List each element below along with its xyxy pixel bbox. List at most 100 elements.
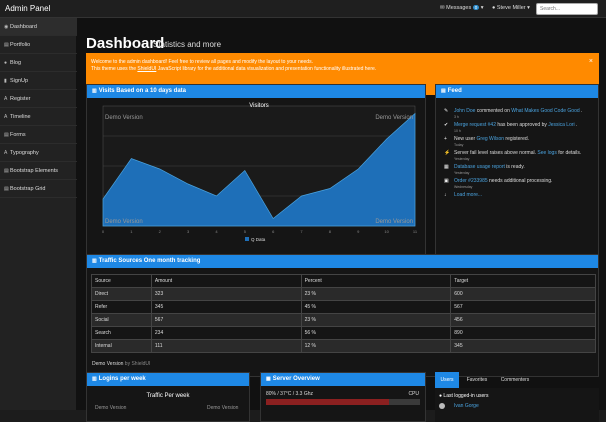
sidebar-item-forms[interactable]: ▤Forms: [0, 126, 77, 144]
feed-link[interactable]: See logs: [537, 150, 557, 156]
sidebar-item-portfolio[interactable]: ▤Portfolio: [0, 36, 77, 54]
feed-link[interactable]: Database usage report: [454, 164, 505, 170]
sidebar-item-bootstrap-grid[interactable]: ▤Bootstrap Grid: [0, 180, 77, 198]
feed-link[interactable]: Merge request #42: [454, 122, 496, 128]
chevron-down-icon: ▾: [527, 5, 530, 11]
feed-link[interactable]: Load more...: [454, 192, 483, 198]
feed-item-time: Wednesday: [454, 185, 473, 189]
envelope-icon: ✉: [440, 5, 445, 11]
bar-chart-icon: ▥: [92, 258, 97, 264]
sidebar-item-label: Portfolio: [10, 42, 31, 48]
feed-link[interactable]: Jessica Lori: [548, 122, 575, 128]
table-header-cell[interactable]: Source: [91, 274, 152, 288]
table-header-cell[interactable]: Target: [450, 274, 596, 288]
feed-text: New user: [454, 136, 477, 142]
sidebar-item-signup[interactable]: ▮ SignUp: [0, 72, 77, 90]
signup-icon: ▮: [4, 78, 7, 84]
sidebar-item-dashboard[interactable]: ◉ Dashboard: [0, 18, 77, 36]
user-icon: ●: [439, 393, 443, 399]
close-icon[interactable]: ×: [588, 58, 593, 65]
chart-x-tick-label: 1: [130, 229, 133, 234]
traffic-table: Source Amount Percent Target Direct 323 23 % 60…: [91, 274, 596, 353]
alert-line-1: Welcome to the admin dashboard! Feel fre…: [91, 59, 313, 65]
sidebar-item-blog[interactable]: ● Blog: [0, 54, 77, 72]
visits-panel: ▥ Visits Based on a 10 days data 0 1 2 3 4 5 6 7…: [86, 84, 426, 260]
table-cell: 23 %: [300, 313, 452, 327]
table-cell: 45 %: [300, 300, 452, 314]
chart-title: Visitors: [249, 103, 269, 109]
cpu-stats: 80% / 37°C / 3.3 Ghz: [266, 391, 314, 397]
feed-link[interactable]: Order #233985: [454, 178, 488, 184]
chart-x-tick-label: 9: [357, 229, 360, 234]
comment-icon: ✎: [444, 108, 449, 114]
table-row: Search 234 56 % 890: [91, 326, 596, 340]
cart-icon: ▣: [444, 178, 449, 184]
last-logged-users-title: ● Last logged-in users: [439, 393, 489, 399]
table-row: Direct 323 23 % 600: [91, 287, 596, 301]
user-link[interactable]: Ivan Gorge: [454, 403, 479, 409]
tab-users[interactable]: Users: [435, 372, 459, 388]
chart-x-tick-label: 8: [329, 229, 332, 234]
table-cell: 111: [150, 339, 302, 353]
messages-count-badge: 0: [472, 5, 480, 10]
feed-item-text: Merge request #42 has been approved by J…: [454, 122, 577, 128]
bar-chart-icon: ▥: [92, 88, 97, 94]
table-header-cell[interactable]: Amount: [150, 274, 302, 288]
feed-text: commented on: [476, 108, 512, 114]
forms-icon: ▤: [4, 132, 9, 138]
chart-x-tick-label: 2: [159, 229, 162, 234]
cpu-label: CPU: [408, 391, 419, 397]
table-cell: 234: [150, 326, 302, 340]
chart-x-tick-label: 4: [215, 229, 218, 234]
list-icon: ▤: [441, 88, 446, 94]
sidebar-item-label: SignUp: [10, 78, 29, 84]
logins-chart-title: Traffic Per week: [146, 393, 190, 399]
visits-chart: 0 1 2 3 4 5 6 7 8 9 10 11 Visitors Demo Version Demo V…: [102, 103, 418, 242]
server-icon: ▦: [266, 376, 271, 382]
feed-panel-header: ▤ Feed: [436, 85, 598, 98]
logins-panel: ▥ Logins per week Traffic Per week Demo V…: [86, 372, 250, 422]
table-cell: Refer: [91, 300, 152, 314]
feed-item-time: Today: [454, 143, 464, 147]
chart-legend-swatch: [245, 237, 249, 241]
chart-watermark: Demo Version: [375, 115, 413, 121]
feed-text: .: [581, 108, 583, 114]
brand-title[interactable]: Admin Panel: [5, 4, 51, 13]
messages-dropdown[interactable]: ✉ Messages 0 ▾: [440, 5, 484, 11]
shieldui-link[interactable]: ShieldUI: [137, 66, 157, 72]
sidebar-item-label: Blog: [10, 60, 22, 66]
chart-x-tick-label: 10: [384, 229, 389, 234]
logins-panel-header: ▥ Logins per week: [87, 373, 249, 386]
server-panel: ▦ Server Overview 80% / 37°C / 3.3 Ghz CP…: [260, 372, 426, 422]
messages-label: Messages: [446, 5, 472, 11]
table-header-cell[interactable]: Percent: [300, 274, 452, 288]
database-icon: ▦: [444, 164, 449, 170]
logins-watermark-right: Demo Version: [207, 405, 239, 411]
plus-icon: +: [444, 136, 447, 142]
server-panel-header: ▦ Server Overview: [261, 373, 425, 386]
table-row: Refer 345 45 % 567: [91, 300, 596, 314]
sidebar-item-label: Register: [10, 96, 31, 102]
visits-panel-header: ▥ Visits Based on a 10 days data: [87, 85, 425, 98]
table-row: Internal 111 12 % 345: [91, 339, 596, 353]
sidebar-item-label: Timeline: [10, 114, 31, 120]
feed-panel: ▤ Feed ✎ John Doe commented on What Makes …: [435, 84, 599, 260]
bolt-icon: ⚡: [444, 150, 451, 156]
sidebar-item-bootstrap-elements[interactable]: ▤Bootstrap Elements: [0, 162, 77, 180]
feed-link[interactable]: John Doe: [454, 108, 476, 114]
sidebar-item-register[interactable]: A Register: [0, 90, 77, 108]
chart-watermark: Demo Version: [375, 219, 413, 225]
user-dropdown[interactable]: ● Steve Miller ▾: [492, 5, 530, 11]
check-icon: ✔: [444, 122, 449, 128]
blog-icon: ●: [4, 60, 8, 66]
search-input[interactable]: [536, 3, 598, 15]
chart-watermark: Demo Version: [105, 115, 143, 121]
feed-link[interactable]: Greg Wilson: [476, 136, 505, 142]
sidebar-item-typography[interactable]: A Typography: [0, 144, 77, 162]
feed-item-text: Order #233985 needs additional processin…: [454, 178, 552, 184]
timeline-icon: A: [4, 114, 8, 120]
tab-favorites[interactable]: Favorites: [466, 377, 488, 383]
tab-commenters[interactable]: Commenters: [500, 377, 530, 383]
feed-link[interactable]: What Makes Good Code Good: [511, 108, 580, 114]
sidebar-item-timeline[interactable]: A Timeline: [0, 108, 77, 126]
